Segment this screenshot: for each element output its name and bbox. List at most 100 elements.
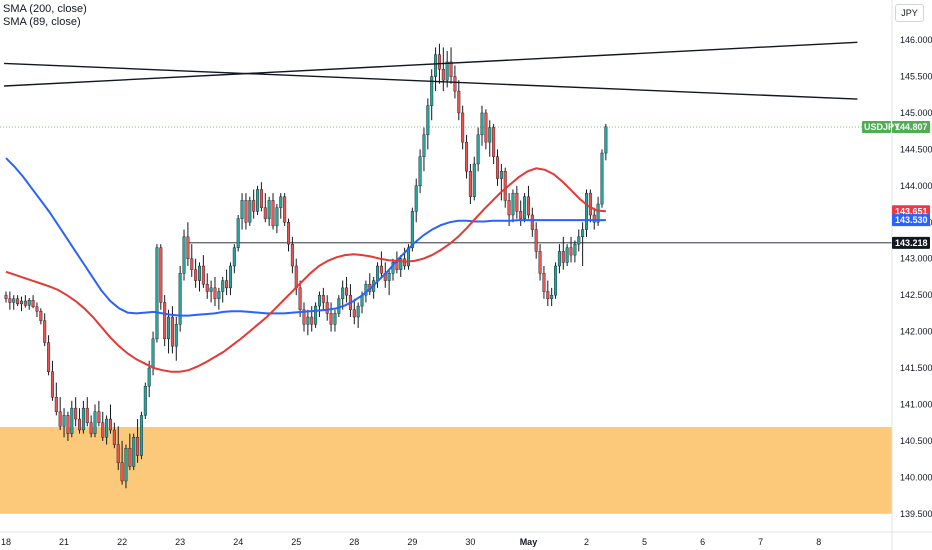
candle-body [93, 411, 97, 434]
candle-body [225, 280, 229, 289]
candle-body [557, 251, 561, 267]
candle-body [163, 302, 167, 340]
candle-body [236, 218, 240, 248]
sma89-value-text: 143.651 [895, 206, 928, 216]
candle-body [573, 243, 577, 256]
trendline [4, 62, 858, 100]
candle-body [484, 112, 488, 143]
x-tick-label: 29 [407, 537, 417, 547]
candle-body [414, 185, 418, 212]
candle-body [511, 192, 515, 216]
candle-body [23, 300, 27, 306]
candle-body [47, 342, 51, 372]
candle-body [538, 251, 542, 274]
candle-body [194, 269, 198, 281]
candle-body [364, 284, 368, 296]
candle-body [333, 313, 337, 325]
y-tick-label: 141.500 [900, 363, 932, 373]
candle-body [287, 222, 291, 245]
support-zone-layer [0, 427, 892, 514]
candle-body [387, 273, 391, 281]
legend-sma89[interactable]: SMA (89, close) [3, 16, 81, 28]
candle-body [112, 429, 116, 445]
candle-body [81, 407, 85, 431]
price-value-text: 144.807 [895, 122, 928, 132]
x-tick-label: 24 [233, 537, 243, 547]
candle-body [209, 287, 213, 292]
candle-body [232, 247, 236, 267]
y-tick-label: 139.500 [900, 509, 932, 519]
candle-body [515, 192, 519, 212]
horizontal-level-layer [0, 126, 892, 244]
candle-body [399, 258, 403, 270]
candle-body [480, 112, 484, 136]
candle-body [314, 305, 318, 325]
candle-body [143, 386, 147, 416]
x-tick-label: 21 [59, 537, 69, 547]
candle-body [275, 207, 279, 227]
candle-body [337, 298, 341, 314]
level-value-tag [892, 236, 930, 249]
candle-body [550, 294, 554, 299]
y-tick-label: 144.500 [900, 144, 932, 154]
candle-body [85, 407, 89, 423]
candle-body [534, 229, 538, 252]
y-tick-label: 145.500 [900, 72, 932, 82]
candle-body [174, 324, 178, 347]
candle-body [248, 200, 252, 223]
candle-body [39, 310, 43, 321]
legend-sma200[interactable]: SMA (200, close) [3, 3, 87, 15]
candle-body [256, 189, 260, 212]
candle-body [453, 76, 457, 92]
candle-body [321, 294, 325, 303]
candle-body [279, 196, 283, 208]
candle-body [472, 163, 476, 197]
trendline [4, 41, 858, 87]
candle-body [70, 407, 74, 434]
candle-body [139, 415, 143, 456]
level-value-text: 143.218 [895, 238, 928, 248]
candle-body [244, 200, 248, 223]
y-tick-label: 140.000 [900, 472, 932, 482]
candle-body [465, 141, 469, 172]
candle-body [356, 305, 360, 318]
y-tick-label: 145.000 [900, 108, 932, 118]
candle-body [259, 189, 263, 208]
candle-body [588, 192, 592, 216]
candle-body [581, 229, 585, 238]
moving-averages-layer [5, 157, 606, 373]
candle-body [379, 265, 383, 274]
candle-body [4, 294, 8, 299]
candle-body [263, 207, 267, 219]
x-tick-label: 18 [1, 537, 11, 547]
candle-body [519, 211, 523, 219]
candle-body [182, 236, 186, 274]
candle-body [434, 54, 438, 77]
y-tick-label: 140.500 [900, 436, 932, 446]
candle-body [410, 211, 414, 248]
x-tick-label: 22 [117, 537, 127, 547]
x-tick-label: 8 [816, 537, 821, 547]
candle-body [341, 287, 345, 299]
candle-body [213, 287, 217, 299]
sma-89-line [5, 167, 606, 373]
symbol-tag [862, 121, 891, 134]
candle-body [426, 105, 430, 136]
candle-body [569, 247, 573, 256]
currency-button[interactable]: JPY [895, 4, 924, 22]
candle-body [492, 127, 496, 157]
candle-body [271, 200, 275, 227]
candle-body [395, 262, 399, 270]
candle-body [108, 418, 112, 431]
candle-body [170, 316, 174, 347]
candle-body [97, 411, 101, 423]
y-tick-label: 144.000 [900, 181, 932, 191]
candle-body [283, 196, 287, 223]
candle-body [376, 265, 380, 281]
candle-body [116, 444, 120, 463]
sma200-value-text: 143.530 [895, 215, 928, 225]
candle-body [526, 196, 530, 216]
candle-body [449, 61, 453, 77]
candle-body [352, 309, 356, 318]
